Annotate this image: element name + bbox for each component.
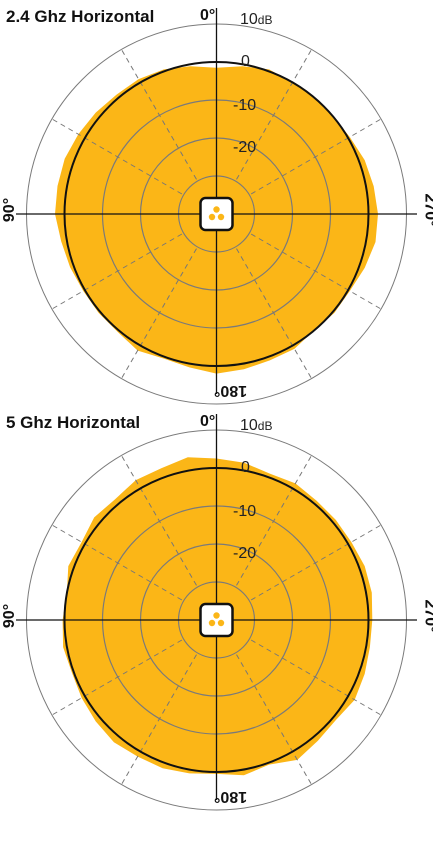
reference-ring-0db xyxy=(63,467,370,773)
angle-label-180: 180° xyxy=(214,788,248,805)
spoke-330 xyxy=(236,49,312,180)
angle-label-90: 90° xyxy=(1,197,19,223)
device-logo-dot-2 xyxy=(217,213,225,221)
ring-label-0db: 0 xyxy=(241,459,250,476)
ring-label-0db: 0 xyxy=(241,53,250,70)
spoke-60 xyxy=(51,524,183,601)
device-icon xyxy=(199,602,234,638)
spoke-210 xyxy=(236,248,312,379)
spoke-210 xyxy=(236,654,312,785)
spoke-120 xyxy=(51,639,183,716)
ring-label-minus20db: -20 xyxy=(233,545,257,562)
spoke-300 xyxy=(250,524,382,601)
polar-plot-5ghz: 5 Ghz Horizontal 0° 90° 270° 180° 10dB 0… xyxy=(0,406,433,816)
spoke-150 xyxy=(121,654,197,785)
device-icon xyxy=(199,196,234,232)
ring-label-10db: 10dB xyxy=(240,11,273,28)
angle-label-270: 270° xyxy=(421,193,433,227)
spoke-120 xyxy=(51,233,183,310)
device-logo-dot-0 xyxy=(213,612,220,619)
polar-plot-2-4ghz: 2.4 Ghz Horizontal 0° 90° 270° 180° 10dB… xyxy=(0,0,433,410)
device-logo-dot-1 xyxy=(208,213,216,221)
chart-title: 2.4 Ghz Horizontal xyxy=(6,7,155,26)
chart-title: 5 Ghz Horizontal xyxy=(6,413,141,432)
spoke-60 xyxy=(51,118,183,195)
angle-label-180: 180° xyxy=(214,382,248,399)
ring-label-minus20db: -20 xyxy=(233,139,257,156)
db-unit: dB xyxy=(257,13,273,27)
spoke-30 xyxy=(121,455,197,586)
angle-label-90: 90° xyxy=(1,603,19,629)
device-logo-dot-0 xyxy=(213,206,220,213)
spoke-330 xyxy=(236,455,312,586)
device-logo-dot-1 xyxy=(208,619,216,627)
db-unit: dB xyxy=(257,419,273,433)
spoke-240 xyxy=(250,233,382,310)
spoke-240 xyxy=(250,639,382,716)
polar-chart-svg xyxy=(16,8,417,405)
reference-ring-0db xyxy=(63,61,370,367)
device-logo-dot-2 xyxy=(217,619,225,627)
angle-label-0: 0° xyxy=(200,413,216,430)
spoke-150 xyxy=(121,248,197,379)
angle-label-270: 270° xyxy=(421,599,433,633)
spoke-30 xyxy=(121,49,197,180)
ring-label-minus10db: -10 xyxy=(233,503,257,520)
spoke-300 xyxy=(250,118,382,195)
ring-label-minus10db: -10 xyxy=(233,97,257,114)
ring-label-10db: 10dB xyxy=(240,417,273,434)
angle-label-0: 0° xyxy=(200,7,216,24)
polar-chart-svg xyxy=(16,414,417,811)
